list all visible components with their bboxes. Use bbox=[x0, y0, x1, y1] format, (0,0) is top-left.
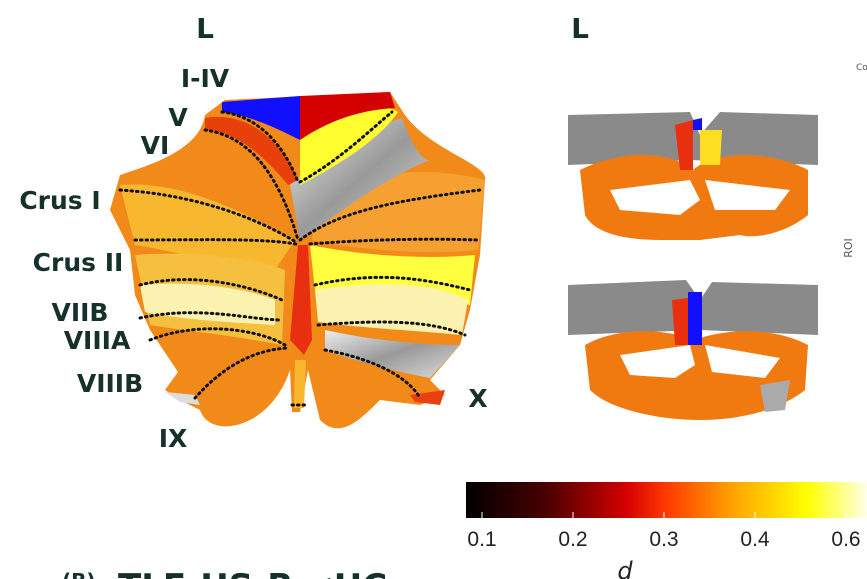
caption: TLE-HS-R <HC bbox=[118, 567, 387, 579]
lobule-label: Crus I bbox=[19, 186, 100, 215]
lobule-label: X bbox=[468, 384, 487, 413]
lobule-label: VIIIA bbox=[64, 326, 131, 355]
tick-label: 0.3 bbox=[649, 528, 678, 551]
roi-label: ROI bbox=[842, 238, 855, 258]
tick-label: 0.2 bbox=[558, 528, 587, 551]
brain-slice bbox=[568, 280, 818, 420]
lobule-label: IX bbox=[159, 424, 188, 453]
header-left: L bbox=[196, 12, 214, 45]
tick-label: 0.4 bbox=[740, 528, 770, 551]
figure: L L Co ROI I-IV V bbox=[0, 0, 867, 579]
colorbar bbox=[466, 482, 867, 518]
lobule-label: I-IV bbox=[181, 64, 230, 93]
header-right: L bbox=[571, 12, 589, 45]
tick-label: 0.6 bbox=[831, 528, 860, 551]
corner-label: Co bbox=[856, 63, 867, 73]
lobule-label: V bbox=[168, 103, 188, 132]
tick-label: 0.1 bbox=[467, 528, 496, 551]
caption-letter: (B) bbox=[62, 569, 96, 579]
lobule-label: VIIB bbox=[51, 298, 108, 327]
brain-slice bbox=[568, 112, 818, 240]
lobule-label: VIIIB bbox=[77, 369, 143, 398]
lobule-label: VI bbox=[141, 131, 170, 160]
lobule-label: Crus II bbox=[33, 248, 124, 277]
colorbar-label: d bbox=[617, 557, 633, 579]
